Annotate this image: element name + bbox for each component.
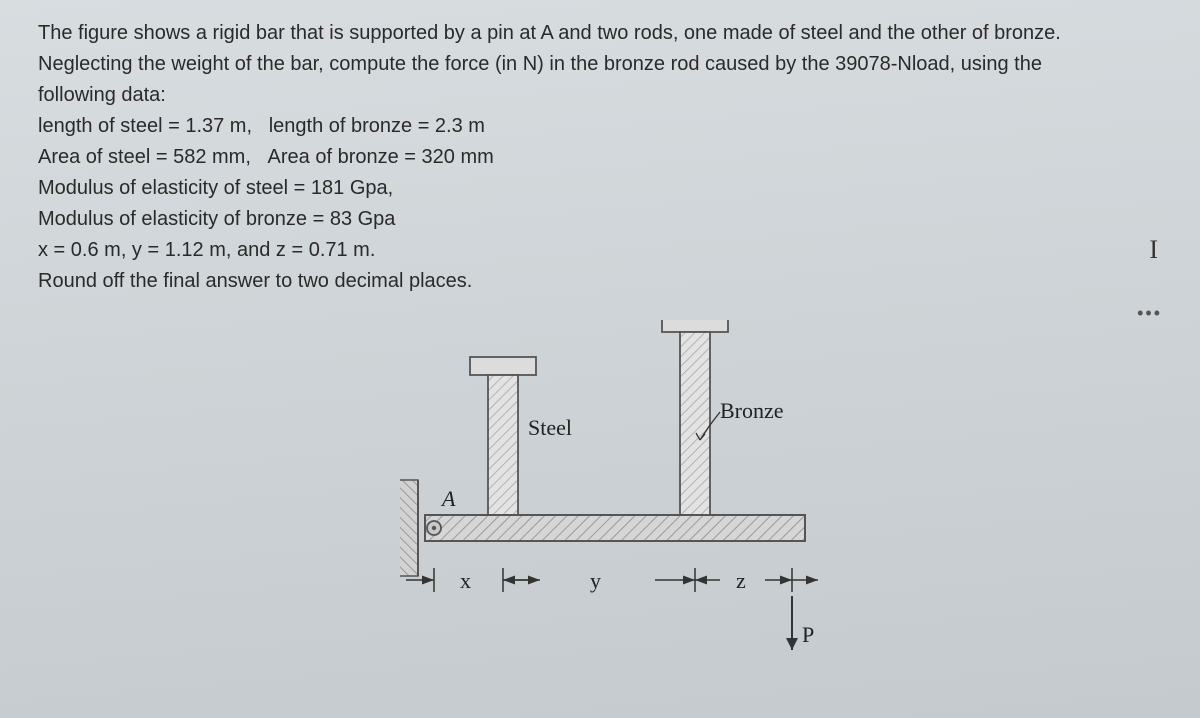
diagram-svg: Steel Bronze A x y z P: [400, 320, 830, 700]
problem-line-7: Modulus of elasticity of bronze = 83 Gpa: [38, 204, 1150, 235]
problem-line-4: length of steel = 1.37 m, length of bron…: [38, 111, 1150, 142]
label-bronze: Bronze: [720, 398, 784, 423]
steel-rod-cap: [470, 357, 536, 375]
problem-line-2: Neglecting the weight of the bar, comput…: [38, 49, 1150, 80]
problem-line-8: x = 0.6 m, y = 1.12 m, and z = 0.71 m.: [38, 235, 1150, 266]
text-cursor-icon: I: [1149, 235, 1158, 265]
bronze-rod-cap: [662, 320, 728, 332]
problem-line-3: following data:: [38, 80, 1150, 111]
problem-line-6: Modulus of elasticity of steel = 181 Gpa…: [38, 173, 1150, 204]
steel-rod: [488, 375, 518, 515]
problem-line-1: The figure shows a rigid bar that is sup…: [38, 18, 1150, 49]
label-steel: Steel: [528, 415, 572, 440]
diagram: Steel Bronze A x y z P: [400, 320, 830, 700]
more-dots-icon[interactable]: •••: [1137, 303, 1162, 324]
rigid-bar: [425, 515, 805, 541]
problem-line-5: Area of steel = 582 mm, Area of bronze =…: [38, 142, 1150, 173]
label-x: x: [460, 568, 471, 593]
problem-line-9: Round off the final answer to two decima…: [38, 266, 1150, 297]
bronze-rod: [680, 332, 710, 515]
label-z: z: [736, 568, 746, 593]
wall-support: [400, 480, 418, 576]
problem-text: The figure shows a rigid bar that is sup…: [38, 18, 1150, 297]
label-p: P: [802, 622, 814, 647]
label-y: y: [590, 568, 601, 593]
label-a: A: [440, 486, 456, 511]
